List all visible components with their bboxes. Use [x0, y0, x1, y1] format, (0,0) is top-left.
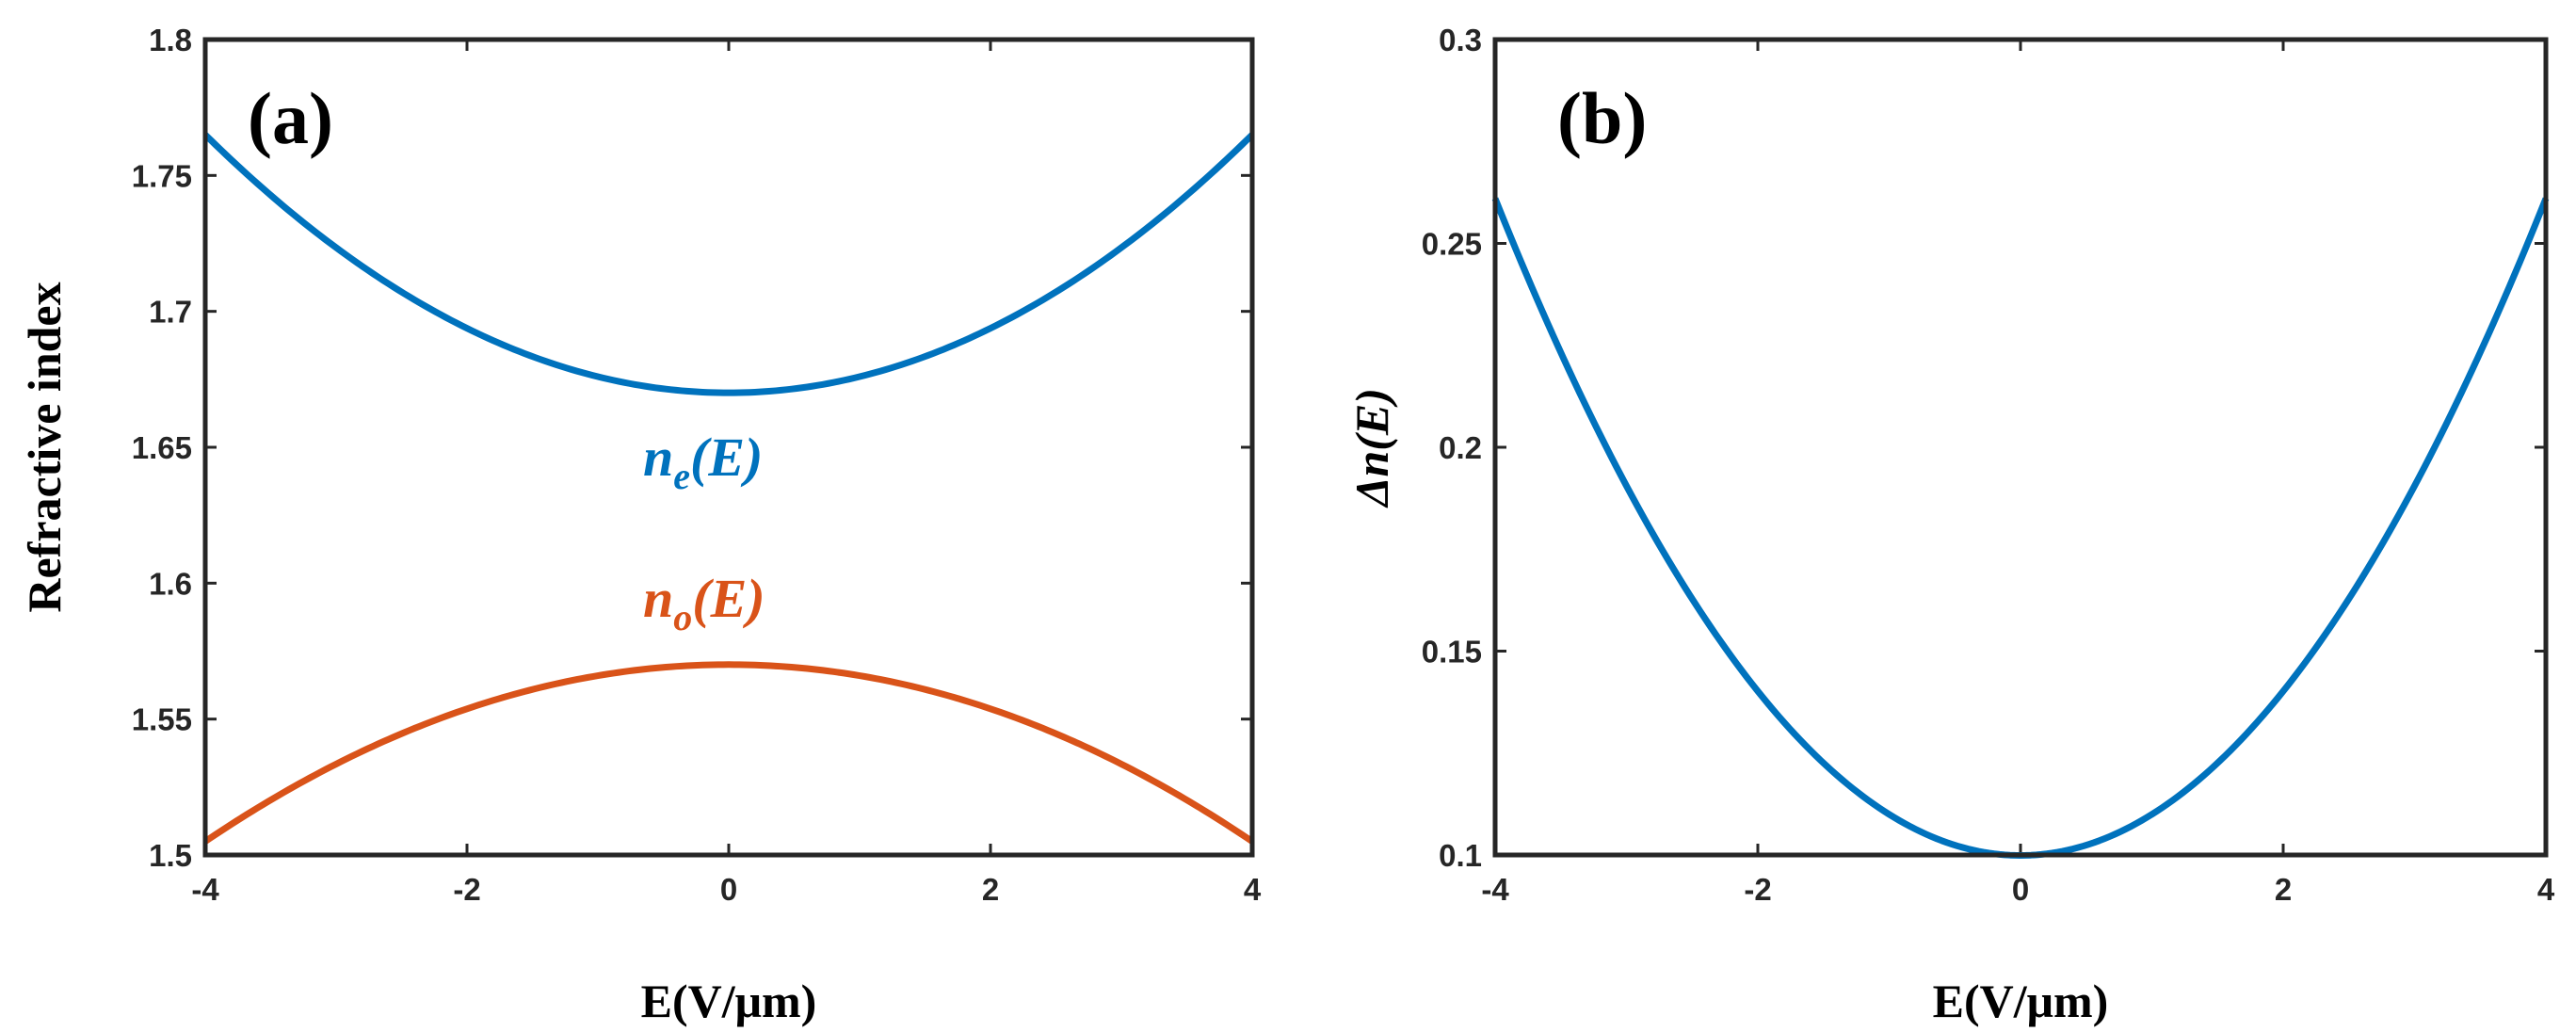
- panel-b-xtick-label: 4: [2537, 872, 2555, 907]
- panel-a-ytick-label: 1.65: [132, 430, 192, 465]
- panel-a-ytick-label: 1.5: [149, 838, 192, 873]
- panel-b-ytick-label: 0.2: [1439, 430, 1482, 465]
- panel-a-xtick-label: 2: [982, 872, 999, 907]
- panel-a-xtick-label: 0: [720, 872, 737, 907]
- panel-b-xtick-label: 0: [2012, 872, 2029, 907]
- series-label-no-base: n: [643, 568, 673, 629]
- panel-b-ytick-label: 0.15: [1422, 635, 1482, 669]
- series-label-no-arg: (E): [692, 568, 765, 629]
- panel-a-ytick-label: 1.55: [132, 702, 192, 737]
- series-label-ne-arg: (E): [690, 427, 763, 488]
- panel-b-xtick-label: -4: [1481, 872, 1509, 907]
- panel-b-xtick-label: -2: [1744, 872, 1771, 907]
- panel-a-background: [0, 0, 1252, 1032]
- panel-a-label: (a): [248, 77, 333, 159]
- series-label-ne: ne(E): [643, 427, 763, 497]
- series-label-no-sub: o: [673, 596, 692, 638]
- series-label-ne-base: n: [643, 427, 673, 488]
- panel-b-ticks: -4 -2 0 2 4 0.1 0.15 0.2 0.25 0.3: [1422, 23, 2555, 907]
- panel-b-ytick-label: 0.1: [1439, 838, 1482, 873]
- panel-b-ytick-label: 0.3: [1439, 23, 1482, 57]
- panel-a-ytick-label: 1.8: [149, 23, 192, 57]
- panel-a-axes-box: [202, 37, 1255, 858]
- panel-b-lines: [1491, 197, 2550, 859]
- panel-b-ylabel: Δn(E): [1345, 388, 1398, 508]
- panel-b-xtick-label: 2: [2275, 872, 2292, 907]
- panel-a-lines: [202, 132, 1255, 845]
- panel-b-series-line-0: [1491, 197, 2550, 859]
- panel-b-ytick-label: 0.25: [1422, 227, 1482, 262]
- panel-a-chart: -4 -2 0 2 4 1.5 1.55 1.6 1.65 1.7 1.75 1.8 (a) E(V/…: [0, 0, 1262, 1032]
- panel-a-ylabel: Refractive index: [18, 282, 71, 612]
- panel-a-ytick-label: 1.6: [149, 566, 192, 601]
- panel-a-series-line-1: [203, 661, 1254, 845]
- panel-a-xtick-label: -2: [453, 872, 480, 907]
- panel-a-ytick-label: 1.7: [149, 295, 192, 330]
- panel-a-xtick-label: -4: [191, 872, 219, 907]
- panel-b-label: (b): [1557, 77, 1647, 159]
- panel-b-chart: -4 -2 0 2 4 0.1 0.15 0.2 0.25 0.3 (b) E(V/μm) Δn(…: [1345, 23, 2555, 1027]
- panel-a-xtick-label: 4: [1244, 872, 1262, 907]
- panel-b-axes-box: [1492, 37, 2549, 858]
- panel-b-xlabel: E(V/μm): [1933, 975, 2109, 1027]
- panel-a-series-line-0: [202, 132, 1255, 396]
- panel-a-xlabel: E(V/μm): [641, 975, 817, 1027]
- series-label-ne-sub: e: [673, 455, 690, 497]
- panel-a-ytick-label: 1.75: [132, 158, 192, 193]
- series-label-no: no(E): [643, 568, 765, 638]
